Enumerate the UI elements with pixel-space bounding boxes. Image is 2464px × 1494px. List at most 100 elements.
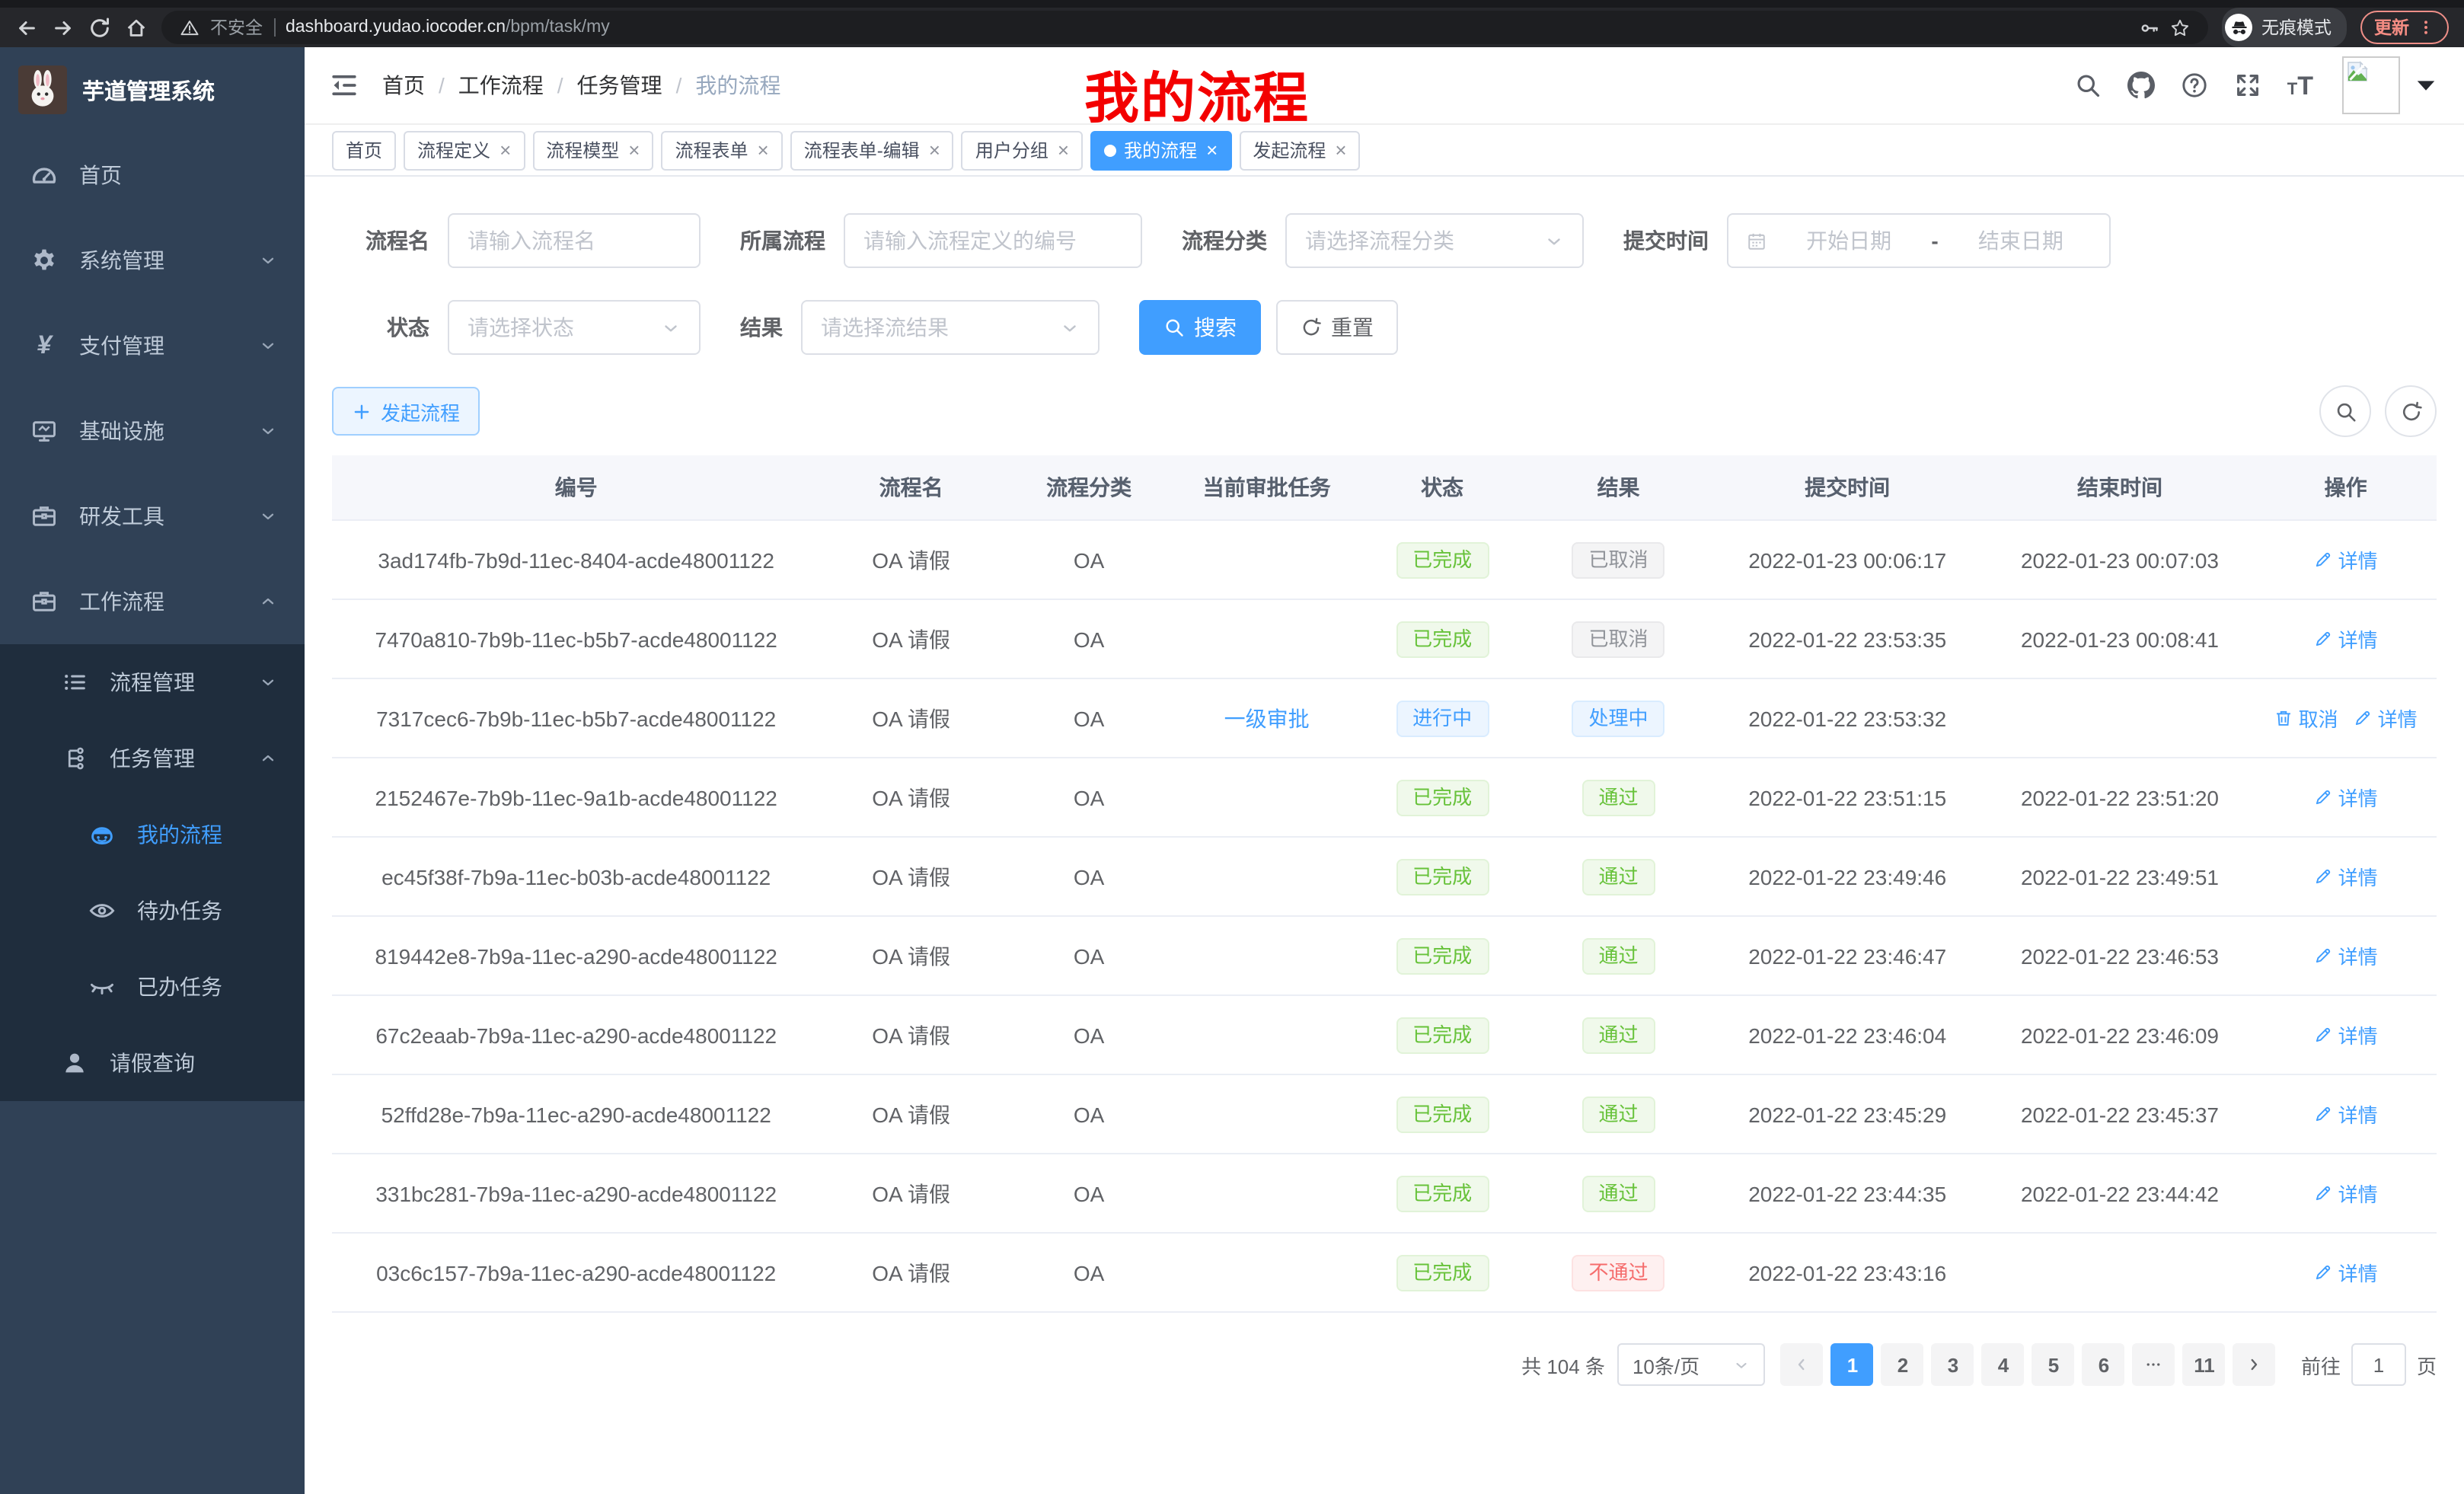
sidebar-item-done-task[interactable]: 已办任务 bbox=[0, 949, 305, 1025]
detail-link[interactable]: 详情 bbox=[2314, 545, 2378, 574]
cancel-link[interactable]: 取消 bbox=[2274, 704, 2338, 733]
fullscreen-icon[interactable] bbox=[2234, 72, 2261, 99]
tab-process-model[interactable]: 流程模型 × bbox=[532, 130, 654, 170]
sidebar-item-infra[interactable]: 基础设施 bbox=[0, 388, 305, 474]
avatar-caret-icon[interactable] bbox=[2412, 72, 2440, 99]
detail-link[interactable]: 详情 bbox=[2314, 941, 2378, 970]
process-definition-input[interactable] bbox=[844, 213, 1142, 268]
page-button-3[interactable]: 3 bbox=[1931, 1343, 1974, 1386]
close-icon[interactable]: × bbox=[1057, 139, 1070, 161]
close-icon[interactable]: × bbox=[928, 139, 940, 161]
sidebar-collapse-icon[interactable] bbox=[329, 70, 359, 101]
app-logo: 芋道管理系统 bbox=[0, 47, 305, 132]
detail-link[interactable]: 详情 bbox=[2314, 862, 2378, 891]
page-button-5[interactable]: 5 bbox=[2032, 1343, 2075, 1386]
more-pages-button[interactable] bbox=[2132, 1343, 2175, 1386]
help-icon[interactable] bbox=[2181, 72, 2208, 99]
sidebar-item-devtools[interactable]: 研发工具 bbox=[0, 474, 305, 559]
bookmark-star-icon[interactable] bbox=[2170, 18, 2190, 37]
close-icon[interactable]: × bbox=[500, 139, 512, 161]
sidebar-item-task-mgmt[interactable]: 任务管理 bbox=[0, 720, 305, 796]
date-start-placeholder[interactable]: 开始日期 bbox=[1806, 228, 1892, 253]
column-header: 编号 bbox=[332, 455, 821, 521]
result-cell: 通过 bbox=[1527, 837, 1710, 917]
detail-link[interactable]: 详情 bbox=[2314, 1100, 2378, 1128]
detail-link[interactable]: 详情 bbox=[2314, 783, 2378, 812]
password-key-icon[interactable] bbox=[2140, 18, 2159, 37]
header-search-icon[interactable] bbox=[2074, 72, 2102, 99]
detail-link[interactable]: 详情 bbox=[2314, 1179, 2378, 1208]
browser-home-icon[interactable] bbox=[125, 16, 148, 39]
browser-forward-icon[interactable] bbox=[52, 16, 75, 39]
toggle-search-button[interactable] bbox=[2319, 385, 2371, 437]
refresh-table-button[interactable] bbox=[2385, 385, 2437, 437]
sidebar-item-leave-query[interactable]: 请假查询 bbox=[0, 1025, 305, 1101]
browser-back-icon[interactable] bbox=[15, 16, 38, 39]
tab-process-definition[interactable]: 流程定义 × bbox=[404, 130, 525, 170]
next-page-button[interactable] bbox=[2233, 1343, 2276, 1386]
detail-link[interactable]: 详情 bbox=[2314, 1258, 2378, 1287]
breadcrumb-item-workflow[interactable]: 工作流程 bbox=[458, 73, 544, 97]
browser-reload-icon[interactable] bbox=[88, 16, 111, 39]
detail-link[interactable]: 详情 bbox=[2314, 624, 2378, 653]
github-icon[interactable] bbox=[2127, 72, 2155, 99]
reset-button[interactable]: 重置 bbox=[1276, 300, 1398, 355]
tab-process-form-edit[interactable]: 流程表单-编辑 × bbox=[790, 130, 954, 170]
page-button-1[interactable]: 1 bbox=[1830, 1343, 1874, 1386]
result-select[interactable]: 请选择流结果 bbox=[801, 300, 1100, 355]
sidebar-item-process-mgmt[interactable]: 流程管理 bbox=[0, 644, 305, 720]
actions-cell: 详情 bbox=[2255, 520, 2437, 600]
current-task-link[interactable]: 一级审批 bbox=[1224, 706, 1310, 730]
avatar[interactable] bbox=[2342, 56, 2400, 114]
sidebar-item-workflow[interactable]: 工作流程 bbox=[0, 559, 305, 644]
browser-update-button[interactable]: 更新 bbox=[2360, 11, 2449, 44]
flow-icon bbox=[61, 745, 88, 772]
sidebar-item-todo-task[interactable]: 待办任务 bbox=[0, 873, 305, 949]
sidebar-item-label: 支付管理 bbox=[79, 334, 164, 358]
page-button-4[interactable]: 4 bbox=[1981, 1343, 2025, 1386]
close-icon[interactable]: × bbox=[1335, 139, 1347, 161]
process-category-cell: OA bbox=[1001, 758, 1176, 838]
start-process-button[interactable]: 发起流程 bbox=[332, 387, 480, 436]
page-button-6[interactable]: 6 bbox=[2082, 1343, 2125, 1386]
address-bar[interactable]: 不安全 dashboard.yudao.iocoder.cn/bpm/task/… bbox=[161, 11, 2208, 44]
sidebar-item-home[interactable]: 首页 bbox=[0, 132, 305, 218]
process-name-cell: OA 请假 bbox=[820, 1074, 1002, 1154]
process-name: OA 请假 bbox=[872, 547, 950, 572]
breadcrumb-item-home[interactable]: 首页 bbox=[382, 73, 425, 97]
sidebar-item-my-process[interactable]: 我的流程 bbox=[0, 796, 305, 873]
close-icon[interactable]: × bbox=[628, 139, 640, 161]
tab-user-group[interactable]: 用户分组 × bbox=[961, 130, 1084, 170]
status-cell: 进行中 bbox=[1357, 678, 1527, 758]
close-icon[interactable]: × bbox=[1206, 139, 1218, 161]
status-select[interactable]: 请选择状态 bbox=[448, 300, 701, 355]
chevron-down-icon bbox=[259, 337, 277, 355]
tab-start-process[interactable]: 发起流程 × bbox=[1239, 130, 1361, 170]
detail-link[interactable]: 详情 bbox=[2314, 1020, 2378, 1049]
page-size-select[interactable]: 10条/页 bbox=[1617, 1343, 1765, 1386]
category-select[interactable]: 请选择流程分类 bbox=[1285, 213, 1584, 268]
submit-time-range-picker[interactable]: 开始日期 - 结束日期 bbox=[1727, 213, 2111, 268]
prev-page-button[interactable] bbox=[1780, 1343, 1824, 1386]
process-name-input[interactable] bbox=[448, 213, 701, 268]
sidebar-item-system[interactable]: 系统管理 bbox=[0, 218, 305, 303]
detail-link[interactable]: 详情 bbox=[2354, 704, 2418, 733]
result-label: 结果 bbox=[740, 315, 783, 340]
sidebar-item-payment[interactable]: ¥ 支付管理 bbox=[0, 303, 305, 388]
date-end-placeholder[interactable]: 结束日期 bbox=[1977, 228, 2063, 253]
close-icon[interactable]: × bbox=[757, 139, 769, 161]
tab-my-process[interactable]: 我的流程 × bbox=[1090, 130, 1232, 170]
page-button-11[interactable]: 11 bbox=[2182, 1343, 2226, 1386]
goto-page-input[interactable] bbox=[2351, 1343, 2406, 1386]
broken-image-icon bbox=[2347, 61, 2368, 82]
page-button-2[interactable]: 2 bbox=[1881, 1343, 1924, 1386]
search-button[interactable]: 搜索 bbox=[1139, 300, 1261, 355]
tab-home[interactable]: 首页 bbox=[332, 130, 397, 170]
breadcrumb-item-task-mgmt[interactable]: 任务管理 bbox=[576, 73, 662, 97]
red-annotation: 我的流程 bbox=[1084, 67, 1310, 129]
process-id: 2152467e-7b9b-11ec-9a1b-acde48001122 bbox=[375, 785, 777, 809]
tab-process-form[interactable]: 流程表单 × bbox=[661, 130, 783, 170]
browser-menu-icon[interactable] bbox=[2417, 18, 2435, 37]
